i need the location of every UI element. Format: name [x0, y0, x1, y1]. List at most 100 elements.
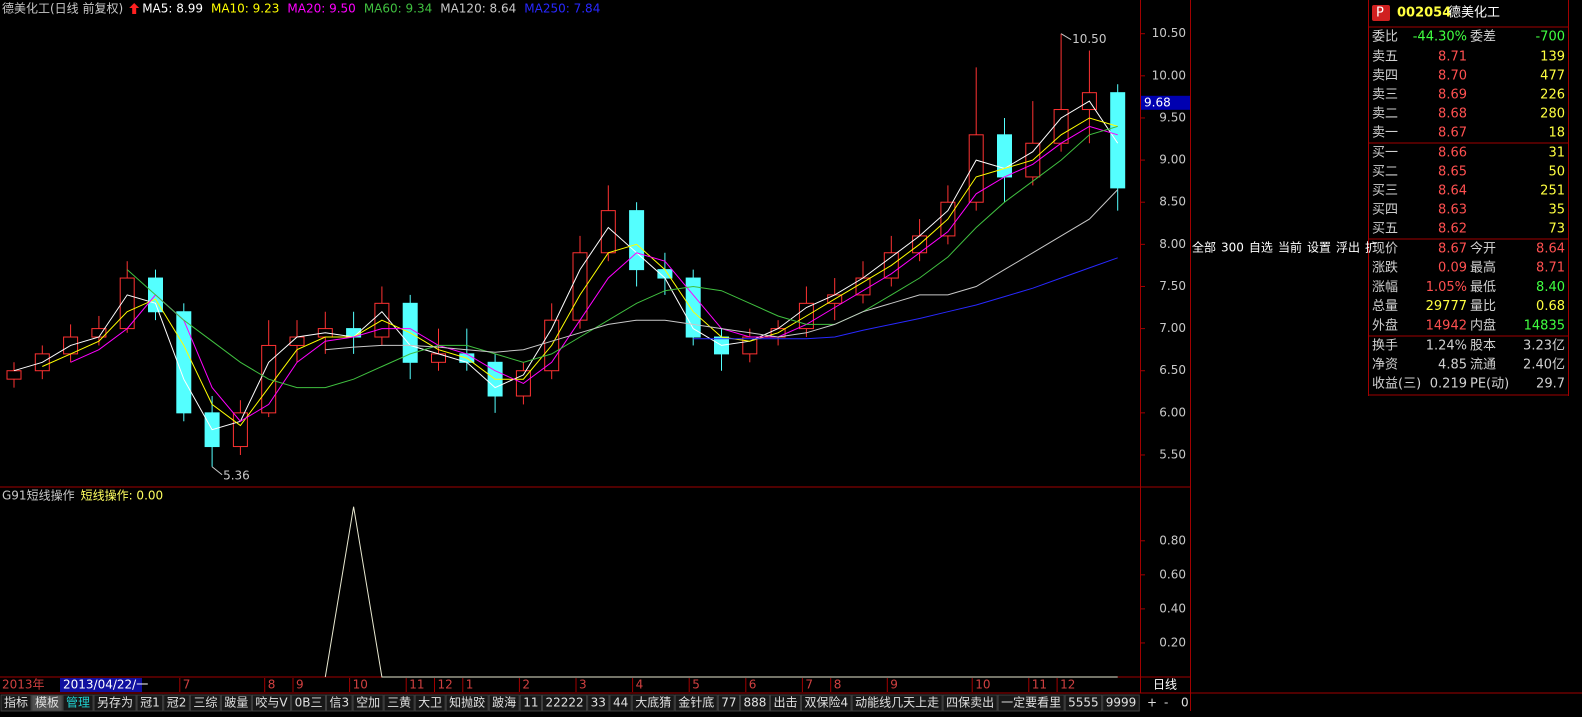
toolbar-tab[interactable] [997, 694, 1065, 712]
toolbar-tab[interactable] [609, 694, 632, 712]
y-tick-label: 10.00 [1152, 68, 1186, 82]
cursor-label: 9.68 [1144, 95, 1171, 109]
toolbar-tab[interactable] [93, 694, 137, 712]
toolbar-tab[interactable] [62, 694, 94, 712]
toolbar-tab[interactable] [488, 694, 520, 712]
toolbar-label[interactable]: 跛量 [224, 695, 248, 710]
toolbar-tab[interactable] [0, 694, 32, 712]
toolbar-tab[interactable] [251, 694, 292, 712]
quote-cell: 8.66 [1438, 146, 1467, 161]
quote-cell: 买四 [1372, 203, 1398, 218]
quote-cell: -44.30% [1413, 30, 1467, 45]
toolbar-label[interactable]: 冠2 [167, 696, 187, 710]
toolbar-label[interactable]: 跛海 [492, 695, 516, 710]
legend-entry: MA250: 7.84 [524, 2, 600, 16]
side-menu-item[interactable]: 扩 [1365, 241, 1377, 255]
toolbar-label[interactable]: 知抛跤 [449, 695, 485, 710]
toolbar-tab[interactable] [163, 694, 190, 712]
toolbar-tab[interactable] [541, 694, 588, 712]
toolbar-tab[interactable] [519, 694, 542, 712]
candle-body [6, 370, 22, 380]
quote-cell: 卖五 [1372, 50, 1398, 65]
toolbar-label[interactable]: 一定要看里 [1001, 695, 1061, 710]
y-tick-label: 8.50 [1159, 195, 1186, 209]
toolbar-tab[interactable] [291, 694, 326, 712]
toolbar-label[interactable]: 双保险4 [804, 695, 848, 710]
side-menu-item[interactable]: 设置 [1307, 241, 1331, 255]
toolbar-tab[interactable] [136, 694, 164, 712]
series-line [693, 257, 1118, 340]
toolbar-label[interactable]: 出击 [773, 696, 797, 710]
candle-body [119, 277, 135, 330]
toolbar-label[interactable]: 44 [613, 696, 628, 710]
quote-cell: 买五 [1372, 222, 1398, 237]
side-menu-item[interactable]: 浮出 [1336, 241, 1360, 255]
toolbar-tab[interactable] [851, 694, 943, 712]
toolbar-label[interactable]: 指标 [4, 695, 28, 710]
quote-cell: 内盘 [1470, 317, 1496, 333]
y-tick-label: 10.50 [1152, 26, 1186, 40]
toolbar-tab[interactable] [414, 694, 446, 712]
toolbar-label[interactable]: 信3 [329, 696, 349, 710]
toolbar-label[interactable]: 11 [523, 696, 538, 710]
x-tick-label: 12 [438, 678, 453, 692]
toolbar-tab[interactable] [717, 694, 741, 712]
toolbar-tab[interactable] [769, 694, 801, 712]
toolbar-tab[interactable] [189, 694, 221, 712]
toolbar-button[interactable]: 0 [1181, 696, 1189, 710]
x-tick-label: 12 [1060, 678, 1075, 692]
side-menu-item[interactable]: 当前 [1278, 240, 1302, 255]
toolbar-label[interactable]: 77 [721, 696, 736, 710]
toolbar-tab[interactable] [220, 694, 252, 712]
toolbar-label[interactable]: 空加 [356, 696, 380, 710]
toolbar-tab[interactable] [942, 694, 998, 712]
toolbar-label[interactable]: 三黄 [387, 696, 411, 710]
side-menu-item[interactable]: 全部 [1192, 240, 1216, 255]
toolbar-tab[interactable] [325, 694, 353, 712]
toolbar-label[interactable]: 模板 [35, 696, 59, 710]
toolbar-label[interactable]: 33 [591, 696, 606, 710]
toolbar-tab[interactable] [1064, 694, 1103, 712]
toolbar-tab[interactable] [740, 694, 770, 712]
toolbar-tab[interactable] [383, 694, 415, 712]
toolbar-label[interactable]: 22222 [545, 696, 583, 710]
toolbar-tab[interactable] [800, 694, 852, 712]
toolbar-label[interactable]: 另存为 [97, 696, 133, 710]
toolbar-label[interactable]: 四保卖出 [946, 696, 994, 710]
toolbar-button[interactable]: + [1147, 696, 1157, 710]
toolbar-label[interactable]: 金针底 [678, 695, 714, 710]
y-tick-label: 9.50 [1159, 110, 1186, 124]
side-menu-item[interactable]: 300 [1221, 241, 1244, 255]
legend-entry: MA60: 9.34 [364, 2, 432, 16]
side-menu-item[interactable]: 自选 [1249, 241, 1273, 255]
toolbar-tab[interactable] [352, 694, 384, 712]
toolbar-button[interactable]: - [1164, 696, 1168, 710]
year-label: 2013年 [2, 678, 45, 692]
toolbar-tab[interactable] [445, 694, 489, 712]
toolbar-tab[interactable] [1102, 694, 1140, 712]
quote-cell: 今开 [1470, 241, 1496, 257]
quote-cell: 8.71 [1536, 261, 1565, 276]
toolbar-label[interactable]: 大底猜 [635, 695, 671, 710]
toolbar-label[interactable]: 大卫 [418, 696, 442, 710]
toolbar-label[interactable]: 888 [744, 696, 767, 710]
quote-cell: 净资 [1372, 358, 1398, 373]
toolbar-label[interactable]: 咬与V [255, 695, 288, 710]
toolbar-tab[interactable] [31, 694, 63, 712]
toolbar-tab[interactable] [674, 694, 718, 712]
toolbar-label[interactable]: 冠1 [140, 696, 160, 710]
toolbar-tab[interactable] [587, 694, 610, 712]
toolbar-label[interactable]: 三综 [193, 696, 217, 710]
toolbar-label[interactable]: 5555 [1068, 696, 1099, 710]
toolbar-label[interactable]: 9999 [1106, 696, 1137, 710]
low-label: 5.36 [223, 468, 250, 482]
low-marker [211, 466, 223, 476]
toolbar-label[interactable]: 动能线几天上走 [855, 696, 939, 710]
toolbar-label[interactable]: 管理 [66, 695, 90, 710]
toolbar-tab[interactable] [631, 694, 675, 712]
quote-cell: 8.64 [1536, 242, 1565, 257]
legend-entry: MA5: 8.99 [142, 2, 203, 16]
toolbar-label[interactable]: 0B三 [295, 696, 323, 710]
